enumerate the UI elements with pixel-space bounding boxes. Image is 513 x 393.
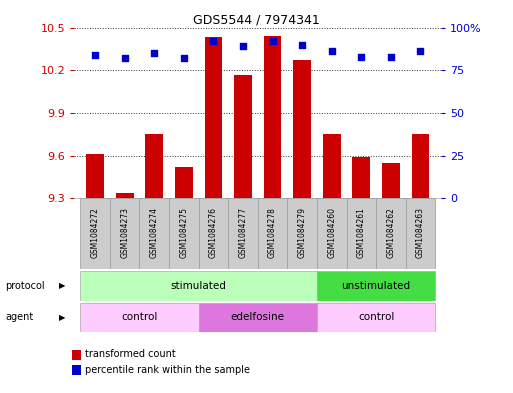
Point: [387, 53, 395, 60]
Text: protocol: protocol: [5, 281, 45, 291]
FancyBboxPatch shape: [287, 198, 317, 269]
Bar: [293, 60, 311, 198]
Point: [268, 38, 277, 44]
Text: GSM1084263: GSM1084263: [416, 207, 425, 258]
Bar: [352, 157, 370, 198]
FancyBboxPatch shape: [140, 198, 169, 269]
FancyBboxPatch shape: [199, 198, 228, 269]
Point: [357, 53, 365, 60]
Text: transformed count: transformed count: [85, 349, 175, 360]
Point: [150, 50, 159, 56]
Point: [209, 38, 218, 44]
FancyBboxPatch shape: [346, 198, 376, 269]
FancyBboxPatch shape: [228, 198, 258, 269]
FancyBboxPatch shape: [258, 198, 287, 269]
Text: GSM1084260: GSM1084260: [327, 207, 336, 258]
Point: [121, 55, 129, 61]
FancyBboxPatch shape: [317, 271, 435, 301]
Text: GSM1084274: GSM1084274: [150, 207, 159, 258]
Point: [417, 48, 425, 55]
Bar: [323, 134, 341, 198]
Text: GSM1084278: GSM1084278: [268, 207, 277, 258]
FancyBboxPatch shape: [317, 198, 346, 269]
Bar: [116, 193, 133, 198]
Text: ▶: ▶: [59, 281, 66, 290]
Point: [180, 55, 188, 61]
Text: GSM1084272: GSM1084272: [91, 207, 100, 258]
Bar: [411, 134, 429, 198]
Bar: [234, 75, 252, 198]
Text: percentile rank within the sample: percentile rank within the sample: [85, 365, 250, 375]
Point: [298, 41, 306, 48]
FancyBboxPatch shape: [376, 198, 406, 269]
Text: GSM1084279: GSM1084279: [298, 207, 307, 258]
FancyBboxPatch shape: [199, 303, 317, 332]
Bar: [175, 167, 193, 198]
Text: GSM1084276: GSM1084276: [209, 207, 218, 258]
Text: control: control: [121, 312, 157, 322]
Point: [91, 52, 99, 58]
FancyBboxPatch shape: [169, 198, 199, 269]
Text: GSM1084275: GSM1084275: [180, 207, 188, 258]
Text: control: control: [358, 312, 394, 322]
Bar: [145, 134, 163, 198]
Bar: [86, 154, 104, 198]
Text: agent: agent: [5, 312, 33, 322]
Text: GSM1084262: GSM1084262: [386, 207, 396, 258]
FancyBboxPatch shape: [317, 303, 435, 332]
FancyBboxPatch shape: [81, 271, 317, 301]
Text: stimulated: stimulated: [171, 281, 227, 291]
Text: ▶: ▶: [59, 313, 66, 322]
FancyBboxPatch shape: [406, 198, 435, 269]
Point: [328, 48, 336, 55]
Bar: [205, 37, 222, 198]
Text: GDS5544 / 7974341: GDS5544 / 7974341: [193, 14, 320, 27]
FancyBboxPatch shape: [81, 198, 110, 269]
Text: GSM1084273: GSM1084273: [120, 207, 129, 258]
Text: GSM1084277: GSM1084277: [239, 207, 247, 258]
FancyBboxPatch shape: [110, 198, 140, 269]
Text: unstimulated: unstimulated: [342, 281, 411, 291]
Bar: [382, 163, 400, 198]
Text: edelfosine: edelfosine: [231, 312, 285, 322]
Point: [239, 43, 247, 50]
FancyBboxPatch shape: [81, 303, 199, 332]
Text: GSM1084261: GSM1084261: [357, 207, 366, 258]
Bar: [264, 36, 282, 198]
